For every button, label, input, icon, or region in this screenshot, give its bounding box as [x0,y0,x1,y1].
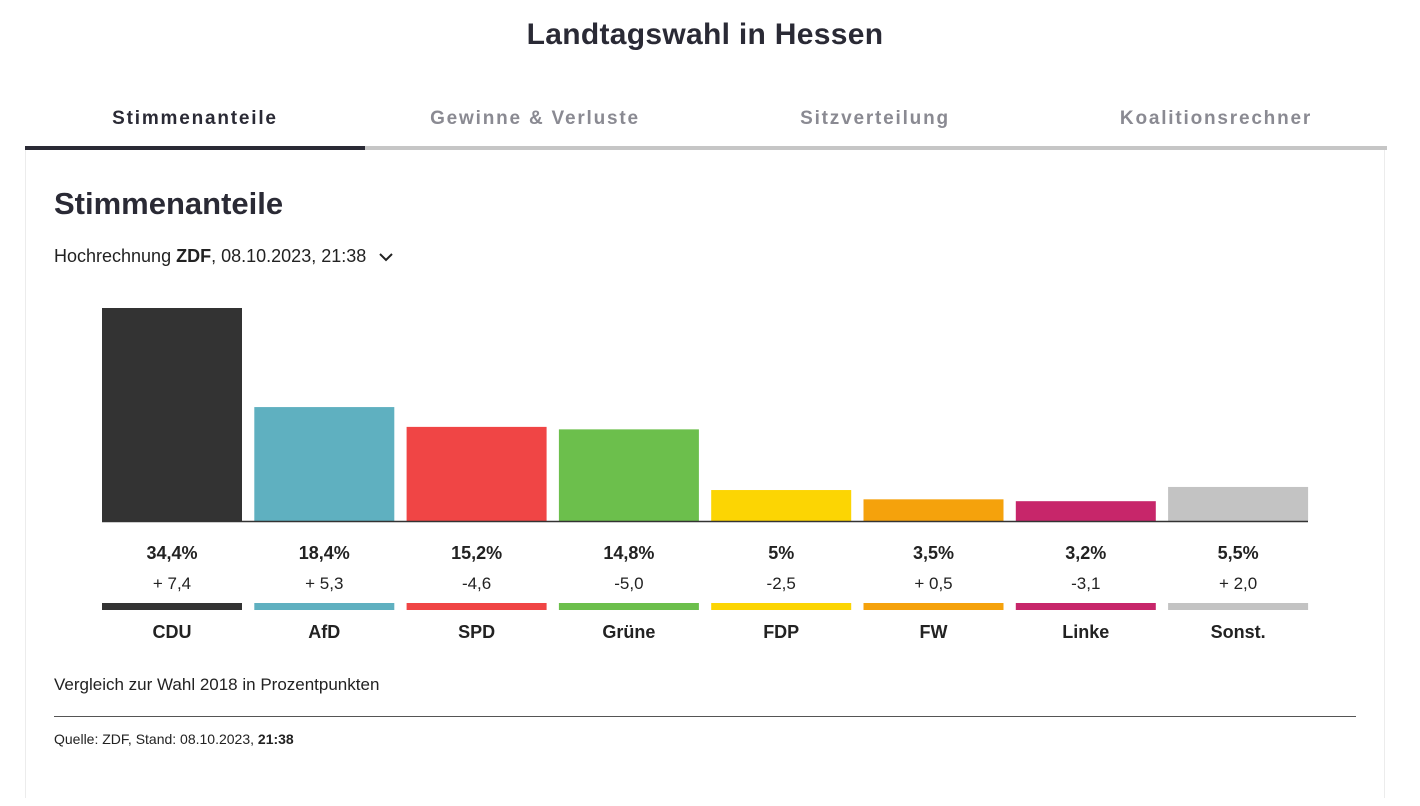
party-color-strip-spd [406,603,547,610]
change-label-linke: -3,1 [1071,574,1100,593]
chevron-down-icon [379,252,393,261]
party-label-linke: Linke [1062,622,1109,642]
source-line: Quelle: ZDF, Stand: 08.10.2023, 21:38 [54,731,294,747]
source-prefix: Quelle: ZDF, Stand: 08.10.2023, [54,731,258,747]
bar-spd [406,426,547,521]
change-label-afd: + 5,3 [305,574,343,593]
party-color-strip-sonst [1168,603,1309,610]
value-label-cdu: 34,4% [146,543,197,563]
change-label-sonst: + 2,0 [1219,574,1257,593]
divider [54,716,1356,717]
projection-source: ZDF [176,246,212,266]
bar-fdp [711,490,852,521]
tab-bar: Stimmenanteile Gewinne & Verluste Sitzve… [25,92,1387,150]
comparison-note: Vergleich zur Wahl 2018 in Prozentpunkte… [54,675,380,694]
party-color-strip-linke [1015,603,1156,610]
party-label-fw: FW [920,622,948,642]
value-label-fdp: 5% [768,543,794,563]
page-title: Landtagswahl in Hessen [526,18,884,51]
projection-prefix: Hochrechnung [54,246,172,266]
party-color-strip-cdu [102,603,242,610]
value-label-spd: 15,2% [451,543,502,563]
bar-sonst [1168,486,1309,521]
party-label-fdp: FDP [763,622,799,642]
value-label-fw: 3,5% [913,543,954,563]
projection-dropdown[interactable]: Hochrechnung ZDF, 08.10.2023, 21:38 [54,246,394,267]
party-label-grüne: Grüne [602,622,655,642]
value-label-linke: 3,2% [1065,543,1106,563]
content-panel [25,150,1385,798]
source-time: 21:38 [257,731,294,747]
change-label-fw: + 0,5 [914,574,952,593]
change-label-cdu: + 7,4 [153,574,191,593]
bar-grüne [558,429,699,521]
party-color-strip-fw [863,603,1004,610]
tab-sitzverteilung[interactable]: Sitzverteilung [705,92,1045,150]
bar-cdu [102,308,242,521]
bar-fw [863,499,1004,521]
section-title: Stimmenanteile [54,186,284,221]
value-label-grüne: 14,8% [603,543,654,563]
party-color-strip-fdp [711,603,852,610]
value-label-sonst: 5,5% [1218,543,1259,563]
party-color-strip-afd [254,603,395,610]
tab-stimmenanteile[interactable]: Stimmenanteile [25,92,365,150]
tab-koalitionsrechner[interactable]: Koalitionsrechner [1045,92,1387,150]
tab-gewinne-verluste[interactable]: Gewinne & Verluste [365,92,705,150]
value-label-afd: 18,4% [299,543,350,563]
party-label-spd: SPD [458,622,495,642]
party-label-sonst: Sonst. [1211,622,1266,642]
party-label-cdu: CDU [153,622,192,642]
change-label-fdp: -2,5 [767,574,796,593]
change-label-spd: -4,6 [462,574,491,593]
party-color-strip-grüne [558,603,699,610]
change-label-grüne: -5,0 [614,574,643,593]
bar-linke [1015,501,1156,521]
projection-datetime: , 08.10.2023, 21:38 [211,246,367,266]
bar-afd [254,407,395,521]
party-label-afd: AfD [308,622,340,642]
